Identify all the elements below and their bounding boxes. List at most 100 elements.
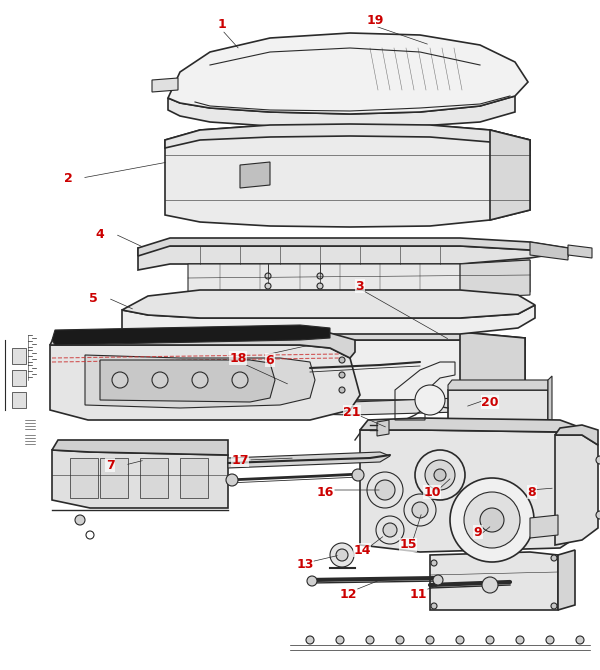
Polygon shape (165, 124, 530, 150)
Circle shape (551, 555, 557, 561)
Polygon shape (430, 552, 558, 610)
Text: 18: 18 (229, 352, 247, 364)
Polygon shape (52, 450, 228, 508)
Circle shape (376, 516, 404, 544)
Polygon shape (360, 418, 582, 440)
Polygon shape (568, 245, 592, 258)
Circle shape (192, 372, 208, 388)
Circle shape (375, 480, 395, 500)
Polygon shape (138, 246, 568, 270)
Text: 21: 21 (343, 405, 361, 419)
Polygon shape (240, 162, 270, 188)
Polygon shape (100, 458, 128, 498)
Polygon shape (52, 325, 330, 345)
Text: 3: 3 (356, 279, 364, 293)
Circle shape (426, 636, 434, 644)
Circle shape (482, 577, 498, 593)
Circle shape (596, 456, 600, 464)
Polygon shape (138, 332, 525, 350)
Text: 16: 16 (316, 486, 334, 498)
Text: 5: 5 (89, 291, 97, 304)
Text: 10: 10 (423, 486, 441, 498)
Text: 6: 6 (266, 354, 274, 366)
Circle shape (415, 450, 465, 500)
Circle shape (576, 636, 584, 644)
Circle shape (232, 372, 248, 388)
Text: 8: 8 (527, 486, 536, 498)
Circle shape (383, 523, 397, 537)
Circle shape (330, 543, 354, 567)
Polygon shape (360, 430, 580, 552)
Circle shape (339, 372, 345, 378)
Polygon shape (460, 332, 525, 400)
Polygon shape (50, 345, 360, 420)
Circle shape (302, 382, 318, 398)
Polygon shape (122, 305, 535, 334)
Circle shape (265, 273, 271, 279)
Circle shape (596, 511, 600, 519)
Circle shape (317, 283, 323, 289)
Polygon shape (188, 260, 530, 298)
Circle shape (307, 576, 317, 586)
Circle shape (336, 636, 344, 644)
Polygon shape (490, 130, 530, 220)
Circle shape (306, 636, 314, 644)
Circle shape (434, 469, 446, 481)
Circle shape (75, 515, 85, 525)
Polygon shape (165, 124, 530, 227)
Circle shape (516, 636, 524, 644)
Text: 1: 1 (218, 17, 226, 31)
Polygon shape (558, 550, 575, 610)
Polygon shape (152, 78, 178, 92)
Circle shape (404, 494, 436, 526)
Circle shape (412, 502, 428, 518)
Polygon shape (448, 390, 548, 425)
Circle shape (480, 508, 504, 532)
Circle shape (551, 603, 557, 609)
Polygon shape (168, 96, 515, 128)
Circle shape (425, 460, 455, 490)
Polygon shape (180, 458, 208, 498)
Polygon shape (12, 370, 26, 386)
Circle shape (431, 603, 437, 609)
Circle shape (431, 560, 437, 566)
Polygon shape (85, 355, 315, 408)
Text: 13: 13 (296, 559, 314, 572)
Polygon shape (138, 338, 525, 400)
Circle shape (486, 636, 494, 644)
Circle shape (112, 372, 128, 388)
Circle shape (450, 478, 534, 562)
Circle shape (317, 273, 323, 279)
Text: 11: 11 (409, 588, 427, 602)
Polygon shape (138, 238, 568, 256)
Circle shape (336, 549, 348, 561)
Polygon shape (530, 242, 568, 260)
Circle shape (546, 636, 554, 644)
Text: 2: 2 (64, 172, 73, 184)
Circle shape (265, 283, 271, 289)
Polygon shape (555, 435, 598, 545)
Text: 7: 7 (106, 458, 115, 472)
Circle shape (464, 492, 520, 548)
Circle shape (415, 385, 445, 415)
Circle shape (152, 372, 168, 388)
Polygon shape (12, 392, 26, 408)
Text: 19: 19 (367, 13, 383, 27)
Circle shape (339, 387, 345, 393)
Circle shape (433, 575, 443, 585)
Polygon shape (70, 458, 98, 498)
Text: 4: 4 (95, 228, 104, 241)
Polygon shape (52, 440, 228, 455)
Circle shape (339, 357, 345, 363)
Circle shape (352, 469, 364, 481)
Polygon shape (448, 380, 548, 390)
Text: 14: 14 (353, 543, 371, 557)
Text: 17: 17 (231, 454, 249, 466)
Text: 9: 9 (473, 525, 482, 539)
Circle shape (367, 472, 403, 508)
Polygon shape (12, 348, 26, 364)
Polygon shape (555, 425, 598, 445)
Polygon shape (122, 290, 535, 318)
Polygon shape (168, 33, 528, 114)
Polygon shape (165, 395, 460, 415)
